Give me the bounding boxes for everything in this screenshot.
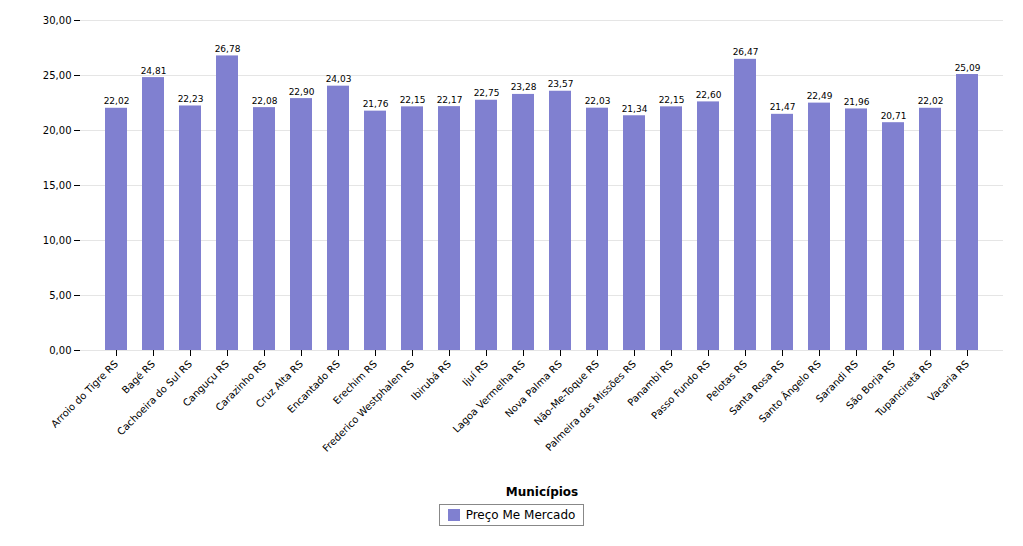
svg-text:Palmeira das Missões RS: Palmeira das Missões RS bbox=[543, 358, 638, 453]
svg-text:Ijuí RS: Ijuí RS bbox=[460, 358, 490, 388]
svg-text:21,76: 21,76 bbox=[363, 99, 389, 109]
svg-text:23,28: 23,28 bbox=[511, 82, 537, 92]
svg-text:23,57: 23,57 bbox=[548, 79, 574, 89]
svg-text:15,00: 15,00 bbox=[43, 180, 72, 191]
svg-text:Frederico Westphalen RS: Frederico Westphalen RS bbox=[320, 358, 416, 454]
svg-text:22,23: 22,23 bbox=[178, 94, 204, 104]
svg-text:22,02: 22,02 bbox=[104, 96, 130, 106]
svg-text:24,03: 24,03 bbox=[326, 74, 352, 84]
svg-text:22,02: 22,02 bbox=[918, 96, 944, 106]
svg-text:20,71: 20,71 bbox=[881, 111, 907, 121]
svg-text:26,47: 26,47 bbox=[733, 47, 759, 57]
svg-text:Não-Me-Toque RS: Não-Me-Toque RS bbox=[532, 358, 601, 427]
svg-text:Tupanciretã RS: Tupanciretã RS bbox=[873, 358, 934, 419]
svg-text:22,75: 22,75 bbox=[474, 88, 500, 98]
svg-text:Ibirubá RS: Ibirubá RS bbox=[409, 358, 453, 402]
svg-text:0,00: 0,00 bbox=[49, 345, 71, 356]
svg-text:22,15: 22,15 bbox=[659, 95, 685, 105]
svg-text:Santo Ângelo RS: Santo Ângelo RS bbox=[756, 358, 823, 425]
svg-text:Erechim RS: Erechim RS bbox=[331, 358, 380, 407]
svg-text:Pelotas RS: Pelotas RS bbox=[704, 358, 750, 404]
svg-text:Panambi RS: Panambi RS bbox=[625, 358, 676, 409]
svg-text:22,15: 22,15 bbox=[400, 95, 426, 105]
svg-text:22,08: 22,08 bbox=[252, 96, 278, 106]
html-text:Preço Me Mercado: Preço Me Mercado bbox=[465, 508, 576, 522]
svg-text:Passo Fundo RS: Passo Fundo RS bbox=[649, 358, 712, 421]
svg-text:Cachoeira do Sul RS: Cachoeira do Sul RS bbox=[115, 358, 194, 437]
svg-text:Canguçu RS: Canguçu RS bbox=[180, 358, 232, 409]
svg-text:22,03: 22,03 bbox=[585, 96, 611, 106]
svg-text:Bagé RS: Bagé RS bbox=[120, 358, 157, 395]
svg-text:30,00: 30,00 bbox=[43, 15, 72, 26]
svg-text:Nova Palma RS: Nova Palma RS bbox=[502, 358, 565, 420]
svg-text:5,00: 5,00 bbox=[49, 290, 71, 301]
svg-text:Encantado RS: Encantado RS bbox=[285, 358, 342, 415]
svg-text:22,90: 22,90 bbox=[289, 87, 315, 97]
svg-text:São Borja RS: São Borja RS bbox=[844, 358, 898, 412]
svg-text:Cruz Alta RS: Cruz Alta RS bbox=[253, 358, 306, 410]
svg-text:20,00: 20,00 bbox=[43, 125, 72, 136]
svg-text:25,09: 25,09 bbox=[955, 63, 981, 73]
svg-text:Vacaria RS: Vacaria RS bbox=[926, 358, 971, 403]
svg-text:21,34: 21,34 bbox=[622, 104, 648, 114]
svg-text:25,00: 25,00 bbox=[43, 70, 72, 81]
svg-text:Municípios: Municípios bbox=[506, 485, 578, 499]
svg-text:22,17: 22,17 bbox=[437, 95, 463, 105]
svg-text:Santa Rosa RS: Santa Rosa RS bbox=[727, 358, 787, 418]
svg-text:21,47: 21,47 bbox=[770, 102, 796, 112]
svg-text:10,00: 10,00 bbox=[43, 235, 72, 246]
svg-text:21,96: 21,96 bbox=[844, 97, 870, 107]
svg-text:22,49: 22,49 bbox=[807, 91, 833, 101]
svg-text:Arroio do Tigre RS: Arroio do Tigre RS bbox=[49, 358, 120, 429]
svg-text:26,78: 26,78 bbox=[215, 44, 241, 54]
svg-text:Carazinho RS: Carazinho RS bbox=[213, 358, 269, 414]
svg-text:22,60: 22,60 bbox=[696, 90, 722, 100]
svg-text:Sarandi RS: Sarandi RS bbox=[813, 358, 861, 405]
svg-text:24,81: 24,81 bbox=[141, 66, 167, 76]
svg-text:Lagoa Vermelha RS: Lagoa Vermelha RS bbox=[451, 358, 528, 435]
